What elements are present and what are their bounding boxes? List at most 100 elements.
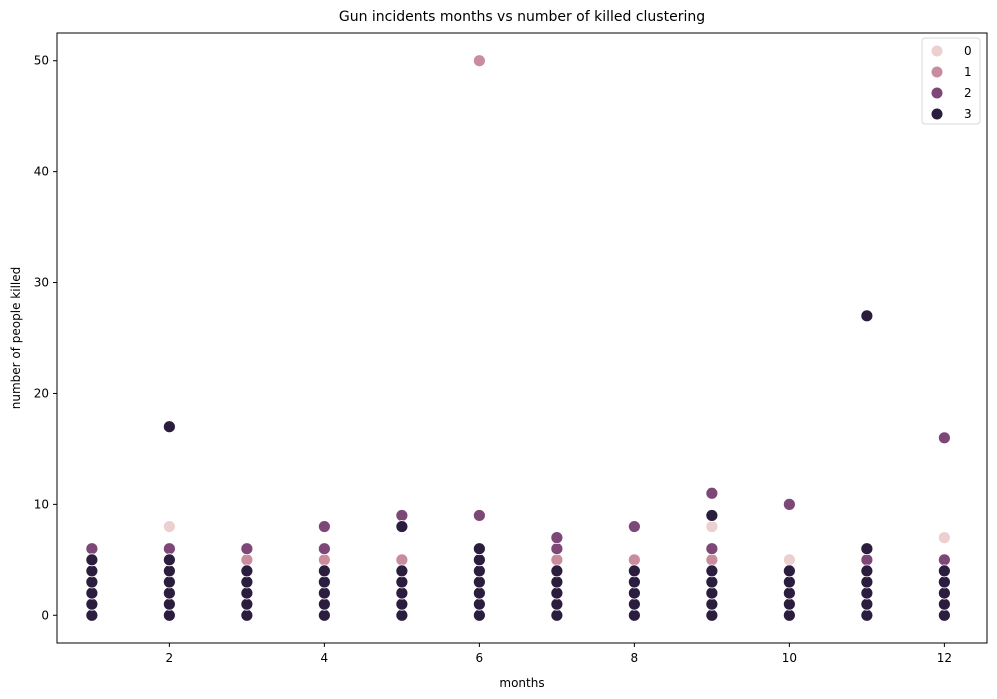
data-point-cluster-3 [472,553,486,567]
x-tick-label: 10 [782,651,797,665]
data-point-cluster-3 [705,586,719,600]
data-point-cluster-3 [627,597,641,611]
data-point-cluster-2 [860,553,874,567]
data-point-cluster-2 [317,520,331,533]
data-point-cluster-3 [550,564,564,578]
data-point-cluster-0 [705,520,719,533]
data-point-cluster-3 [317,564,331,578]
data-point-cluster-2 [937,553,951,567]
data-point-cluster-3 [317,575,331,589]
data-point-cluster-3 [472,586,486,600]
data-point-cluster-3 [472,542,486,556]
data-point-cluster-2 [550,542,564,556]
data-point-cluster-2 [705,542,719,556]
data-point-cluster-3 [395,520,409,533]
x-axis-label: months [499,676,544,690]
data-point-cluster-3 [162,608,176,622]
data-point-cluster-3 [240,608,254,622]
x-tick-label: 2 [166,651,174,665]
x-tick-label: 6 [476,651,484,665]
data-point-cluster-2 [782,497,796,511]
data-point-cluster-3 [860,309,874,323]
data-point-cluster-3 [472,608,486,622]
legend-layer: 0 1 2 3 [921,37,981,125]
y-tick-label: 10 [34,497,49,511]
data-point-cluster-3 [782,586,796,600]
legend-marker [931,108,943,120]
data-point-cluster-3 [937,586,951,600]
data-point-cluster-3 [162,553,176,567]
data-point-cluster-3 [240,564,254,578]
y-tick-label: 20 [34,386,49,400]
data-point-cluster-3 [860,542,874,556]
data-point-cluster-3 [240,575,254,589]
legend-marker [931,87,943,99]
data-point-cluster-3 [860,597,874,611]
data-point-cluster-3 [627,608,641,622]
legend-marker [931,66,943,78]
data-point-cluster-3 [937,597,951,611]
data-point-cluster-3 [550,586,564,600]
axes-layer: 2 4 6 8 10 12 0 10 20 30 40 50 [34,54,952,665]
data-point-cluster-3 [85,553,99,567]
data-point-cluster-3 [705,608,719,622]
data-point-cluster-0 [782,553,796,567]
data-point-cluster-2 [705,486,719,500]
data-point-cluster-3 [705,509,719,522]
data-point-cluster-0 [937,531,951,545]
data-point-cluster-3 [627,586,641,600]
data-point-cluster-3 [240,597,254,611]
data-point-cluster-3 [85,597,99,611]
data-point-cluster-3 [705,564,719,578]
data-point-cluster-3 [85,586,99,600]
data-point-cluster-3 [782,575,796,589]
data-point-cluster-2 [395,509,409,522]
data-point-cluster-3 [937,608,951,622]
data-point-cluster-3 [162,597,176,611]
legend-label: 2 [964,86,972,100]
data-point-cluster-3 [550,597,564,611]
data-point-cluster-3 [162,564,176,578]
data-point-cluster-3 [782,564,796,578]
data-point-cluster-3 [472,597,486,611]
legend-box [921,37,981,125]
data-point-cluster-2 [317,542,331,556]
data-point-cluster-3 [85,608,99,622]
data-point-cluster-1 [317,553,331,567]
x-tick-label: 12 [937,651,952,665]
plot-layer [56,32,988,644]
y-axis-label: number of people killed [9,267,23,409]
data-point-cluster-1 [627,553,641,567]
data-point-cluster-3 [782,597,796,611]
legend-label: 0 [964,44,972,58]
data-point-cluster-3 [937,564,951,578]
data-point-cluster-3 [85,564,99,578]
data-point-cluster-1 [550,553,564,567]
data-point-cluster-2 [85,542,99,556]
data-point-cluster-0 [162,520,176,533]
data-point-cluster-2 [550,531,564,545]
data-point-cluster-2 [627,520,641,533]
points-layer [85,54,951,622]
data-point-cluster-3 [162,420,176,434]
legend-label: 1 [964,65,972,79]
x-tick-label: 4 [321,651,329,665]
data-point-cluster-3 [937,575,951,589]
data-point-cluster-1 [240,553,254,567]
data-point-cluster-3 [395,564,409,578]
data-point-cluster-3 [627,575,641,589]
data-point-cluster-2 [472,509,486,522]
x-tick-label: 8 [631,651,639,665]
data-point-cluster-3 [860,608,874,622]
data-point-cluster-3 [395,608,409,622]
data-point-cluster-2 [162,542,176,556]
data-point-cluster-1 [395,553,409,567]
y-tick-label: 40 [34,165,49,179]
y-tick-label: 30 [34,276,49,290]
data-point-cluster-3 [860,564,874,578]
data-point-cluster-2 [937,431,951,445]
data-point-cluster-3 [627,564,641,578]
data-point-cluster-3 [317,586,331,600]
y-tick-label: 50 [34,54,49,68]
